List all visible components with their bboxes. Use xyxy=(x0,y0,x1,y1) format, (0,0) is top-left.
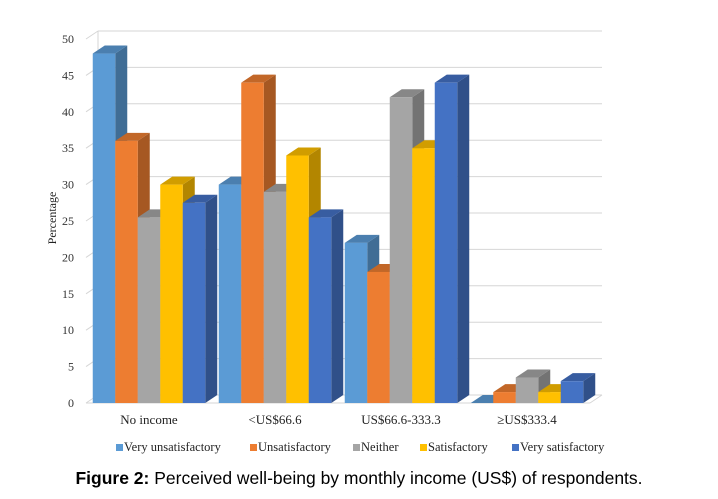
x-tick-label: <US$66.6 xyxy=(248,412,302,427)
legend-label: Unsatisfactory xyxy=(258,440,332,454)
bar xyxy=(115,140,138,404)
bar xyxy=(218,184,242,403)
bar-top xyxy=(286,147,321,156)
bar-chart: 0 5 10 15 20 25 30 35 40 45 50 No income <US$66.6 US$… xyxy=(45,30,605,454)
bar xyxy=(538,392,561,403)
y-tick-label: 20 xyxy=(62,250,74,264)
bar-top xyxy=(182,194,218,203)
caption-label: Figure 2: xyxy=(75,468,150,488)
bar xyxy=(493,392,516,403)
legend-label: Satisfactory xyxy=(428,440,488,454)
bar xyxy=(389,97,413,404)
x-tick-label: US$66.6-333.3 xyxy=(361,412,440,427)
bar-top xyxy=(434,74,470,83)
bar-side xyxy=(457,74,470,404)
bar-top xyxy=(560,373,596,382)
bar xyxy=(515,377,539,403)
bar-top xyxy=(115,132,150,141)
bar xyxy=(263,191,287,403)
caption-text: Perceived well-being by monthly income (… xyxy=(149,468,643,488)
bar-top xyxy=(92,45,128,54)
legend-label: Neither xyxy=(361,440,399,454)
bar xyxy=(412,148,435,403)
legend-label: Very unsatisfactory xyxy=(124,440,222,454)
x-tick-label: ≥US$333.4 xyxy=(497,412,557,427)
legend-swatch xyxy=(250,444,257,451)
chart: 0 5 10 15 20 25 30 35 40 45 50 No income <US$66.6 US$… xyxy=(45,30,605,454)
y-tick-label: 25 xyxy=(62,214,74,228)
bar xyxy=(344,242,368,403)
bar xyxy=(560,381,584,403)
y-tick-label: 10 xyxy=(62,323,74,337)
legend-swatch xyxy=(116,444,123,451)
bar-side xyxy=(331,209,344,403)
bar-side xyxy=(583,373,596,403)
bar xyxy=(286,155,309,403)
bar-top xyxy=(344,234,380,243)
legend-swatch xyxy=(353,444,360,451)
bar-top xyxy=(160,176,195,185)
y-tick-label: 40 xyxy=(62,105,74,119)
y-axis-title: Percentage xyxy=(45,192,59,245)
bar xyxy=(308,217,332,403)
floor-right-edge xyxy=(589,394,603,404)
y-tick-label: 30 xyxy=(62,178,74,192)
y-tick-label: 45 xyxy=(62,68,74,82)
y-tick-label: 0 xyxy=(68,396,74,410)
bar xyxy=(241,82,264,404)
bar-top xyxy=(389,89,425,98)
bar-top xyxy=(241,74,276,83)
gridline-side xyxy=(85,30,99,40)
bar xyxy=(92,53,116,404)
legend-label: Very satisfactory xyxy=(520,440,605,454)
bar xyxy=(434,82,458,404)
y-tick-label: 35 xyxy=(62,141,74,155)
bar-top xyxy=(308,209,344,218)
bar xyxy=(160,184,183,403)
legend-swatch xyxy=(512,444,519,451)
bar xyxy=(182,202,206,403)
y-tick-label: 5 xyxy=(68,360,74,374)
y-tick-label: 50 xyxy=(62,32,74,46)
bar xyxy=(137,217,161,403)
bar-top xyxy=(515,369,551,378)
legend-swatch xyxy=(420,444,427,451)
bar-side xyxy=(205,194,218,403)
y-tick-label: 15 xyxy=(62,287,74,301)
figure-caption: Figure 2: Perceived well-being by monthl… xyxy=(0,468,718,489)
x-tick-label: No income xyxy=(120,412,178,427)
bar xyxy=(367,271,390,403)
